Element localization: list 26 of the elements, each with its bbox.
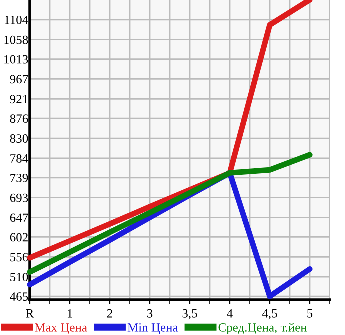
x-tick-label: 2 — [107, 309, 112, 318]
x-tick-label: 1 — [68, 309, 72, 318]
y-tick-label: 1013 — [4, 55, 28, 64]
y-tick-label: 693 — [10, 194, 28, 202]
x-tick-label: 4,5 — [262, 309, 278, 320]
y-tick-label: 1104 — [5, 16, 28, 24]
legend-label: Сред.Цена, т.йен — [218, 323, 308, 334]
y-tick-label: 967 — [10, 75, 28, 84]
x-tick-label: 5 — [308, 310, 313, 318]
y-tick-label: 876 — [10, 114, 28, 124]
x-tick-label: 4 — [227, 309, 233, 318]
y-tick-label: 465 — [10, 292, 28, 301]
x-tick-label: 3 — [147, 309, 153, 318]
x-tick-label: 3,5 — [182, 309, 198, 320]
y-tick-label: 830 — [10, 134, 28, 143]
y-tick-label: 1058 — [4, 36, 28, 44]
y-tick-label: 784 — [10, 154, 28, 163]
x-tick-label: R — [26, 310, 34, 318]
legend-label: Min Цена — [128, 323, 178, 334]
y-tick-label: 739 — [10, 174, 28, 182]
y-tick-label: 556 — [10, 253, 28, 262]
y-tick-label: 921 — [10, 95, 28, 104]
y-tick-label: 602 — [10, 233, 28, 242]
y-tick-label: 510 — [10, 273, 28, 282]
legend-label: Max Цена — [35, 324, 88, 334]
y-tick-label: 647 — [10, 214, 28, 222]
